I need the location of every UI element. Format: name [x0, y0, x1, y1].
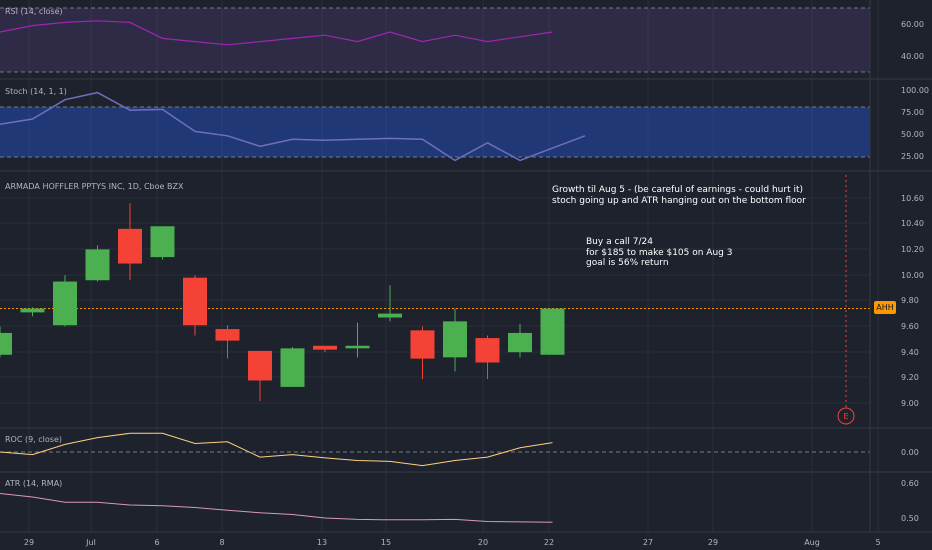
candle: [20, 307, 45, 317]
candle-body: [85, 249, 110, 281]
candle-body: [410, 330, 435, 359]
price-tag: AHH: [874, 301, 896, 314]
candle: [53, 275, 77, 327]
candle: [313, 345, 337, 353]
time-axis-label: 13: [317, 538, 327, 547]
time-axis-label: 29: [708, 538, 718, 547]
candle: [378, 285, 402, 322]
price-tick-9.80: 9.80: [901, 296, 919, 305]
candles: [0, 203, 565, 402]
stoch-tick-25: 25.00: [901, 152, 924, 161]
price-tick-9.00: 9.00: [901, 399, 919, 408]
time-axis[interactable]: 29 Jul 6 8 13 15 20 22 27 29 Aug 5: [24, 538, 881, 547]
price-axis: 10.60 10.40 10.20 10.00 9.80 9.60 9.40 9…: [901, 194, 924, 408]
price-tick-9.20: 9.20: [901, 373, 919, 382]
candle-body: [20, 308, 45, 313]
candle: [280, 347, 305, 387]
atr-tick-0.60: 0.60: [901, 479, 919, 488]
price-pane[interactable]: ARMADA HOFFLER PPTYS INC, 1D, Cboe BZX 1…: [0, 175, 924, 425]
time-axis-label: Jul: [85, 538, 96, 547]
candle: [345, 322, 370, 358]
rsi-tick-40: 40.00: [901, 52, 924, 61]
candle: [118, 203, 142, 281]
stoch-tick-75: 75.00: [901, 108, 924, 117]
candle-body: [508, 332, 532, 353]
rsi-tick-60: 60.00: [901, 20, 924, 29]
candle: [443, 308, 467, 372]
note-line: stoch going up and ATR hanging out on th…: [552, 196, 806, 206]
price-tick-10.60: 10.60: [901, 194, 924, 203]
stoch-pane[interactable]: Stoch (14, 1, 1) 100.00 75.00 50.00 25.0…: [0, 86, 929, 162]
candle-body: [345, 345, 370, 349]
price-tick-10.40: 10.40: [901, 219, 924, 228]
stoch-tick-50: 50.00: [901, 130, 924, 139]
candle-body: [248, 350, 272, 381]
roc-pane[interactable]: ROC (9, close) 0.00: [0, 432, 919, 467]
earnings-icon[interactable]: [837, 407, 855, 425]
atr-line: [0, 493, 553, 523]
candle-body: [183, 277, 207, 326]
candle: [248, 350, 272, 402]
price-tick-10.20: 10.20: [901, 245, 924, 254]
time-axis-label: 8: [219, 538, 224, 547]
candle-body: [443, 321, 467, 358]
candle-body: [150, 226, 175, 258]
candle-body: [313, 345, 337, 350]
candle: [85, 245, 110, 282]
candle: [150, 226, 175, 260]
time-axis-label: 29: [24, 538, 34, 547]
stoch-line: [0, 91, 586, 162]
rsi-band: [0, 8, 870, 72]
atr-label: ATR (14, RMA): [5, 479, 62, 488]
atr-tick-0.50: 0.50: [901, 514, 919, 523]
candle: [0, 326, 12, 358]
symbol-title: ARMADA HOFFLER PPTYS INC, 1D, Cboe BZX: [5, 182, 184, 191]
price-tick-10.00: 10.00: [901, 271, 924, 280]
candle-body: [378, 313, 402, 318]
candle: [183, 275, 207, 336]
candle-body: [215, 329, 240, 341]
candle-body: [280, 348, 305, 387]
note-line: for $185 to make $105 on Aug 3: [586, 248, 732, 258]
price-tick-9.40: 9.40: [901, 348, 919, 357]
rsi-label: RSI (14, close): [5, 7, 63, 16]
note-line: Buy a call 7/24: [586, 237, 653, 247]
rsi-line: [0, 20, 553, 46]
candle-body: [0, 332, 12, 355]
candle-body: [475, 338, 500, 363]
stoch-tick-100: 100.00: [901, 86, 929, 95]
candle: [410, 326, 435, 380]
stoch-band: [0, 107, 870, 157]
candle-body: [118, 228, 142, 264]
candle-body: [540, 308, 565, 355]
time-axis-label: 27: [643, 538, 653, 547]
time-axis-label: Aug: [804, 538, 820, 547]
candle: [540, 308, 565, 355]
atr-pane[interactable]: ATR (14, RMA) 0.60 0.50: [0, 479, 919, 523]
time-axis-label: 22: [544, 538, 554, 547]
price-tag-label: AHH: [876, 303, 894, 312]
candle: [508, 323, 532, 358]
candle: [215, 325, 240, 359]
earnings-marker[interactable]: E: [837, 175, 855, 425]
price-tag-background: [874, 301, 896, 314]
earnings-label: E: [843, 412, 848, 421]
candle: [475, 335, 500, 380]
note-line: goal is 56% return: [586, 258, 669, 268]
rsi-pane[interactable]: RSI (14, close) 60.00 40.00: [0, 7, 924, 73]
grid-lines: [0, 0, 879, 532]
stoch-label: Stoch (14, 1, 1): [5, 87, 67, 96]
note-line: Growth til Aug 5 - (be careful of earnin…: [552, 185, 803, 195]
roc-label: ROC (9, close): [5, 435, 62, 444]
time-axis-label: 20: [478, 538, 488, 547]
roc-line: [0, 432, 553, 467]
price-tick-9.60: 9.60: [901, 322, 919, 331]
time-axis-label: 15: [381, 538, 391, 547]
roc-tick-0: 0.00: [901, 448, 919, 457]
candle-body: [53, 281, 77, 326]
time-axis-label: 6: [154, 538, 159, 547]
time-axis-label: 5: [875, 538, 880, 547]
